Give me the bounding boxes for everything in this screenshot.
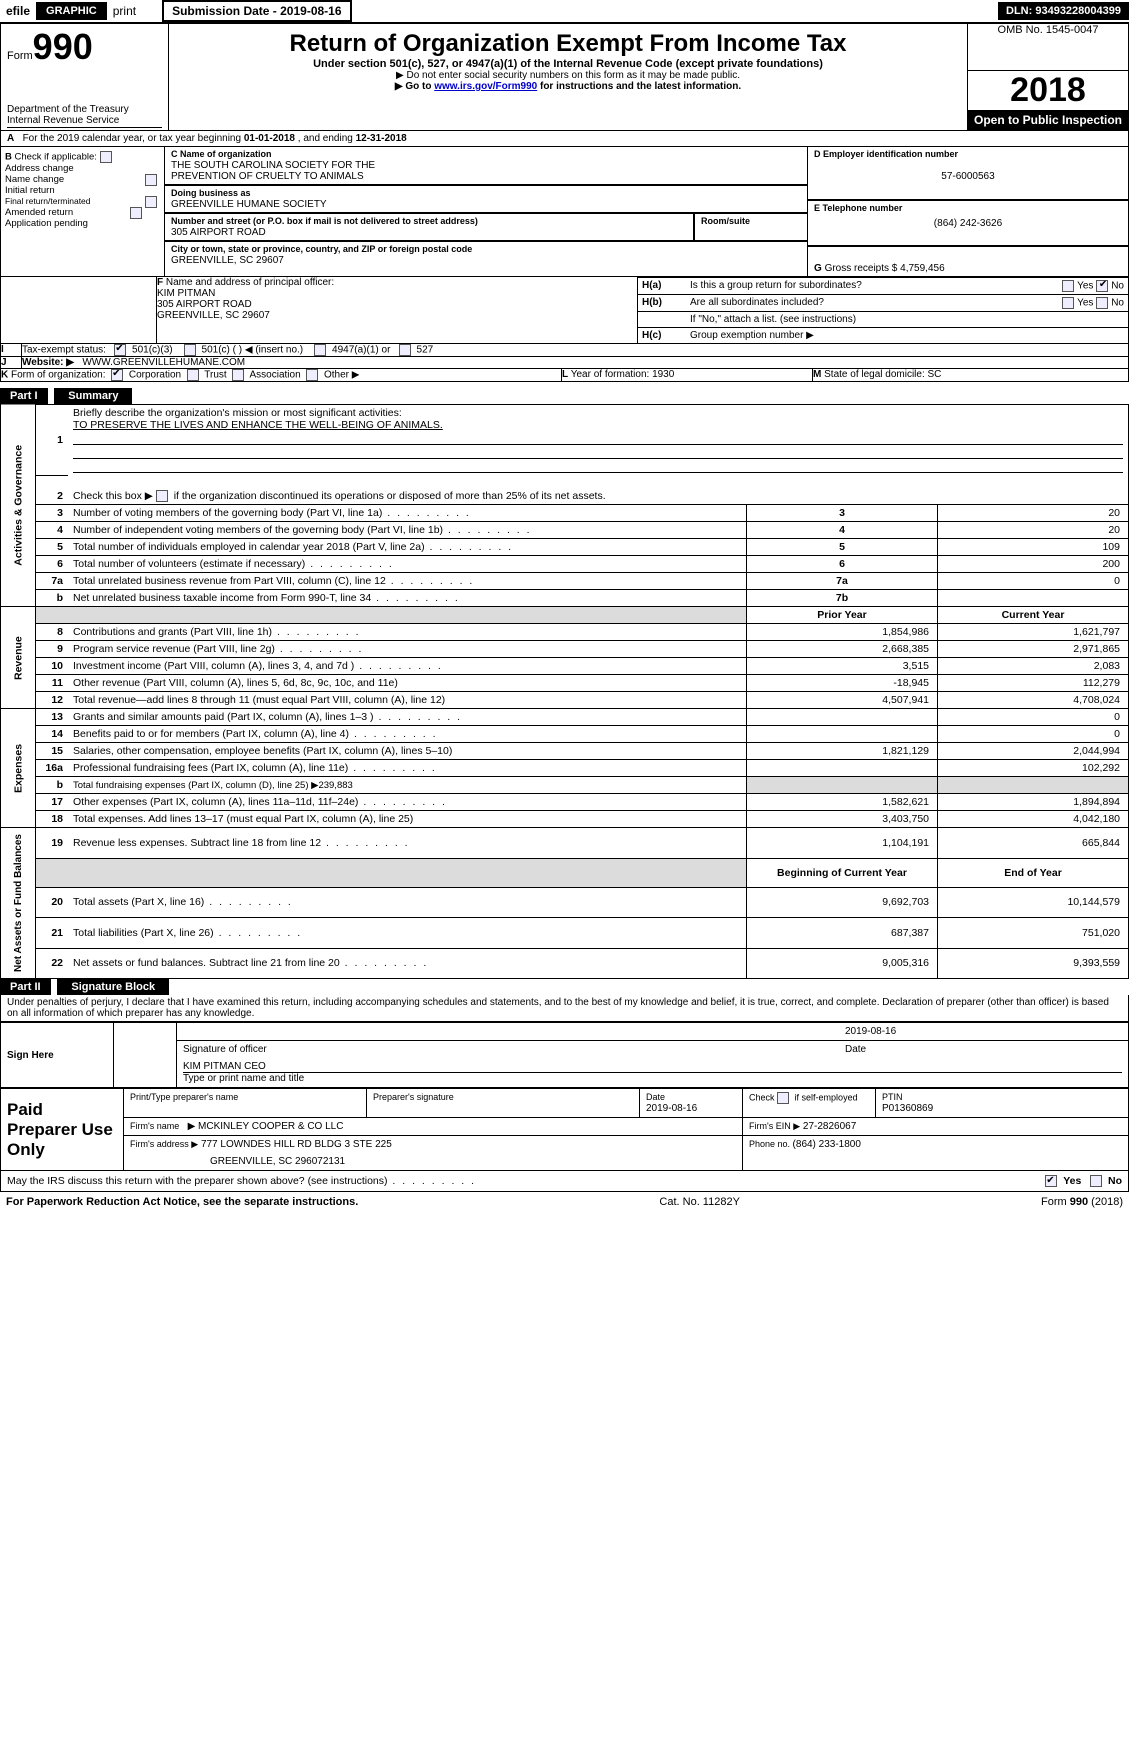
name-title-lbl: Type or print name and title bbox=[183, 1073, 1122, 1084]
ein-val: 57-6000563 bbox=[814, 171, 1122, 182]
return-title: Return of Organization Exempt From Incom… bbox=[175, 26, 961, 58]
street-lbl: Number and street (or P.O. box if mail i… bbox=[171, 216, 478, 226]
officer-name-title: KIM PITMAN CEO bbox=[183, 1061, 1122, 1073]
summary-table: Activities & Governance 1 Briefly descri… bbox=[0, 404, 1129, 980]
print-link[interactable]: print bbox=[107, 2, 142, 20]
graphic-btn[interactable]: GRAPHIC bbox=[36, 2, 107, 20]
d-ein-lbl: D Employer identification number bbox=[814, 149, 958, 159]
paid-preparer-table: Paid Preparer Use Only Print/Type prepar… bbox=[0, 1088, 1129, 1171]
open-public: Open to Public Inspection bbox=[968, 110, 1128, 130]
perjury-text: Under penalties of perjury, I declare th… bbox=[0, 995, 1129, 1022]
state-domicile: SC bbox=[928, 369, 942, 380]
hb-no-cb[interactable] bbox=[1096, 297, 1108, 309]
527-cb[interactable] bbox=[399, 344, 411, 356]
sig-date-lbl: Date bbox=[839, 1041, 1129, 1059]
officer-city: GREENVILLE, SC 29607 bbox=[157, 310, 270, 321]
city-lbl: City or town, state or province, country… bbox=[171, 244, 472, 254]
return-subtitle: Under section 501(c), 527, or 4947(a)(1)… bbox=[175, 58, 961, 70]
dba-lbl: Doing business as bbox=[171, 188, 251, 198]
ha-no-cb[interactable] bbox=[1096, 280, 1108, 292]
name-change-cb[interactable] bbox=[145, 174, 157, 186]
phone-val: (864) 242-3626 bbox=[814, 214, 1122, 229]
year-formation: 1930 bbox=[652, 369, 674, 380]
discuss-row: May the IRS discuss this return with the… bbox=[0, 1171, 1129, 1192]
omb-number: OMB No. 1545-0047 bbox=[968, 24, 1128, 36]
part1-header: Part I Summary bbox=[0, 388, 1129, 404]
side-expenses: Expenses bbox=[1, 709, 36, 828]
return-note2: ▶ Go to www.irs.gov/Form990 for instruct… bbox=[175, 81, 961, 92]
fh-section: F Name and address of principal officer:… bbox=[0, 276, 1129, 343]
website-val: WWW.GREENVILLEHUMANE.COM bbox=[82, 357, 245, 368]
prep-date: 2019-08-16 bbox=[646, 1103, 697, 1114]
pra-notice: For Paperwork Reduction Act Notice, see … bbox=[6, 1196, 358, 1208]
street-val: 305 AIRPORT ROAD bbox=[171, 227, 266, 238]
dln-val: 93493228004399 bbox=[1035, 5, 1121, 17]
sig-date: 2019-08-16 bbox=[839, 1023, 1129, 1041]
org-name1: THE SOUTH CAROLINA SOCIETY FOR THE bbox=[171, 160, 375, 171]
firm-name: MCKINLEY COOPER & CO LLC bbox=[198, 1121, 343, 1132]
self-emp-cb[interactable] bbox=[777, 1092, 789, 1104]
assoc-cb[interactable] bbox=[232, 369, 244, 381]
final-cb[interactable] bbox=[145, 196, 157, 208]
4947-cb[interactable] bbox=[314, 344, 326, 356]
r3-val: 20 bbox=[938, 505, 1129, 522]
501c-cb[interactable] bbox=[184, 344, 196, 356]
officer-name: KIM PITMAN bbox=[157, 288, 215, 299]
efile-label: efile bbox=[0, 2, 36, 20]
side-revenue: Revenue bbox=[1, 607, 36, 709]
sign-here-label: Sign Here bbox=[1, 1023, 114, 1088]
form-number: Form990 bbox=[7, 26, 162, 68]
ptin-val: P01360869 bbox=[882, 1103, 933, 1114]
firm-ein: 27-2826067 bbox=[803, 1121, 856, 1132]
dln-box: DLN: 93493228004399 bbox=[998, 2, 1129, 20]
other-cb[interactable] bbox=[306, 369, 318, 381]
sub-date-lbl: Submission Date - bbox=[172, 4, 280, 18]
page-footer: For Paperwork Reduction Act Notice, see … bbox=[0, 1192, 1129, 1212]
discuss-no-cb[interactable] bbox=[1090, 1175, 1102, 1187]
sig-officer-lbl: Signature of officer bbox=[177, 1041, 840, 1059]
city-val: GREENVILLE, SC 29607 bbox=[171, 255, 284, 266]
prep-phone: (864) 233-1800 bbox=[793, 1139, 861, 1150]
side-netassets: Net Assets or Fund Balances bbox=[1, 828, 36, 979]
c-name-lbl: C Name of organization bbox=[171, 149, 272, 159]
irs-link[interactable]: www.irs.gov/Form990 bbox=[434, 81, 537, 92]
side-governance: Activities & Governance bbox=[1, 404, 36, 607]
officer-addr: 305 AIRPORT ROAD bbox=[157, 299, 252, 310]
dept-irs: Internal Revenue Service bbox=[7, 115, 162, 128]
dept-treasury: Department of the Treasury bbox=[7, 104, 162, 115]
dln-lbl: DLN: bbox=[1006, 5, 1035, 17]
org-name2: PREVENTION OF CRUELTY TO ANIMALS bbox=[171, 171, 364, 182]
bcd-section: B Check if applicable: Address change Na… bbox=[0, 147, 1129, 276]
amend-cb[interactable] bbox=[130, 207, 142, 219]
trust-cb[interactable] bbox=[187, 369, 199, 381]
sub-date: 2019-08-16 bbox=[280, 4, 341, 18]
addr-change-cb[interactable] bbox=[100, 151, 112, 163]
hb-yes-cb[interactable] bbox=[1062, 297, 1074, 309]
row-a: A For the 2019 calendar year, or tax yea… bbox=[0, 131, 1129, 147]
ha-yes-cb[interactable] bbox=[1062, 280, 1074, 292]
l2-cb[interactable] bbox=[156, 490, 168, 502]
top-bar: efile GRAPHIC print Submission Date - 20… bbox=[0, 0, 1129, 23]
mission-text: TO PRESERVE THE LIVES AND ENHANCE THE WE… bbox=[73, 419, 443, 431]
discuss-yes-cb[interactable] bbox=[1045, 1175, 1057, 1187]
cat-no: Cat. No. 11282Y bbox=[659, 1196, 740, 1208]
e-phone-lbl: E Telephone number bbox=[814, 203, 902, 213]
tax-year: 2018 bbox=[968, 71, 1128, 110]
501c3-cb[interactable] bbox=[114, 344, 126, 356]
sign-here-table: Sign Here 2019-08-16 Signature of office… bbox=[0, 1022, 1129, 1088]
form-header: Form990 Return of Organization Exempt Fr… bbox=[0, 23, 1129, 131]
corp-cb[interactable] bbox=[111, 369, 123, 381]
part2-header: Part II Signature Block bbox=[0, 979, 1129, 995]
return-note1: ▶ Do not enter social security numbers o… bbox=[175, 70, 961, 81]
room-lbl: Room/suite bbox=[701, 216, 750, 226]
firm-addr1: 777 LOWNDES HILL RD BLDG 3 STE 225 bbox=[201, 1139, 392, 1150]
paid-preparer-label: Paid Preparer Use Only bbox=[1, 1089, 124, 1171]
submission-date-box: Submission Date - 2019-08-16 bbox=[162, 0, 351, 22]
firm-addr2: GREENVILLE, SC 296072131 bbox=[130, 1150, 736, 1167]
dba-val: GREENVILLE HUMANE SOCIETY bbox=[171, 199, 327, 210]
gross-receipts: 4,759,456 bbox=[900, 263, 945, 274]
